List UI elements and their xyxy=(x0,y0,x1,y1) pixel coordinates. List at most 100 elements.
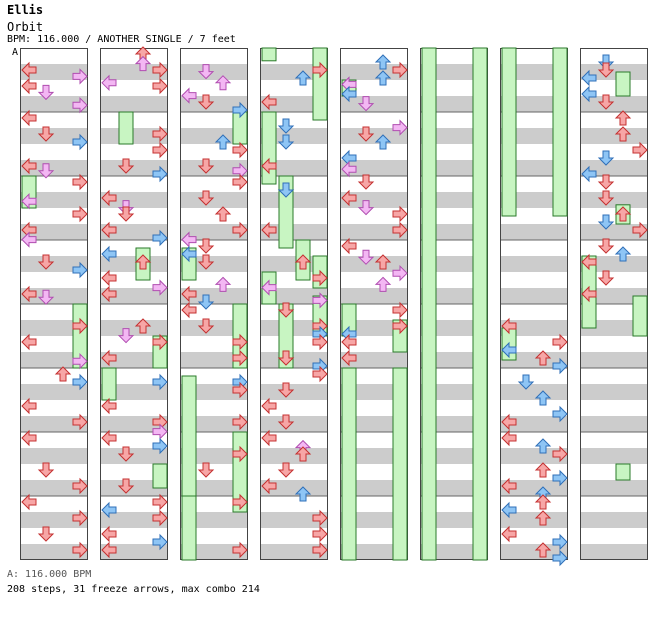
step-arrow xyxy=(197,254,215,270)
step-arrow xyxy=(232,381,248,399)
step-arrow xyxy=(21,333,37,351)
step-arrow xyxy=(197,94,215,110)
beat-stripe xyxy=(420,288,488,304)
step-arrow xyxy=(101,245,117,263)
freeze-arrow xyxy=(615,463,631,481)
step-arrow xyxy=(261,477,277,495)
beat-stripe xyxy=(420,480,488,496)
step-arrow xyxy=(72,133,88,151)
step-arrow xyxy=(37,84,55,101)
step-arrow xyxy=(214,276,232,292)
step-arrow xyxy=(277,350,295,366)
beat-stripe xyxy=(180,320,248,336)
step-arrow xyxy=(21,61,37,79)
step-arrow xyxy=(374,276,392,292)
beat-stripe xyxy=(340,448,408,464)
step-arrow xyxy=(312,541,328,559)
step-summary: 208 steps, 31 freeze arrows, max combo 2… xyxy=(7,584,260,595)
step-arrow xyxy=(581,69,597,87)
step-arrow xyxy=(21,285,37,303)
step-arrow xyxy=(101,221,117,239)
freeze-arrow xyxy=(472,47,488,561)
step-arrow xyxy=(312,509,328,527)
beat-stripe xyxy=(500,224,568,240)
step-arrow xyxy=(152,141,168,159)
step-arrow xyxy=(21,77,37,95)
step-arrow xyxy=(534,390,552,406)
step-arrow xyxy=(152,493,168,511)
step-arrow xyxy=(232,413,248,431)
step-arrow xyxy=(552,357,568,375)
step-arrow xyxy=(357,174,375,190)
step-arrow xyxy=(72,541,88,559)
beat-stripe xyxy=(420,192,488,208)
beat-stripe xyxy=(100,352,168,368)
beat-stripe xyxy=(580,224,648,240)
beat-stripe xyxy=(500,352,568,368)
step-arrow xyxy=(181,245,197,263)
step-arrow xyxy=(232,101,248,119)
beat-stripe xyxy=(580,448,648,464)
step-arrow xyxy=(37,462,55,478)
step-arrow xyxy=(152,77,168,95)
beat-stripe xyxy=(340,480,408,496)
step-arrow xyxy=(534,438,552,454)
beat-stripe xyxy=(180,128,248,144)
beat-stripe xyxy=(580,544,648,560)
step-arrow xyxy=(392,301,408,319)
beat-stripe xyxy=(260,448,328,464)
step-arrow xyxy=(101,397,117,415)
step-arrow xyxy=(501,429,517,447)
step-arrow xyxy=(72,96,88,114)
step-arrow xyxy=(374,134,392,150)
beat-stripe xyxy=(420,96,488,112)
step-arrow xyxy=(232,221,248,239)
step-arrow xyxy=(214,206,232,222)
step-arrow xyxy=(392,205,408,223)
beat-stripe xyxy=(420,128,488,144)
beat-stripe xyxy=(20,448,88,464)
step-arrow xyxy=(632,221,648,239)
step-arrow xyxy=(72,173,88,191)
chart-column-1 xyxy=(20,48,88,560)
step-arrow xyxy=(294,70,312,86)
step-arrow xyxy=(232,493,248,511)
step-arrow xyxy=(37,126,55,142)
step-arrow xyxy=(72,68,88,85)
beat-stripe xyxy=(340,416,408,432)
beat-stripe xyxy=(340,512,408,528)
column-border xyxy=(100,48,168,560)
freeze-arrow xyxy=(552,47,568,217)
beat-stripe xyxy=(100,128,168,144)
step-arrow xyxy=(341,85,357,103)
beat-stripe xyxy=(500,160,568,176)
step-arrow xyxy=(357,126,375,142)
beat-stripe xyxy=(100,384,168,400)
step-arrow xyxy=(101,525,117,543)
beat-stripe xyxy=(340,160,408,176)
step-arrow xyxy=(552,445,568,463)
step-arrow xyxy=(101,285,117,303)
step-arrow xyxy=(197,318,215,334)
beat-stripe xyxy=(500,128,568,144)
step-arrow xyxy=(197,238,215,254)
beat-stripe xyxy=(580,320,648,336)
step-arrow xyxy=(72,205,88,223)
beat-stripe xyxy=(420,320,488,336)
beat-stripe xyxy=(580,128,648,144)
beat-stripe xyxy=(100,416,168,432)
step-arrow xyxy=(392,317,408,335)
step-arrow xyxy=(152,423,168,440)
step-arrow xyxy=(581,253,597,271)
beat-stripe xyxy=(500,288,568,304)
beat-stripe xyxy=(420,512,488,528)
step-arrow xyxy=(552,549,568,567)
beat-stripe xyxy=(580,480,648,496)
step-arrow xyxy=(72,509,88,527)
chart-column-5 xyxy=(340,48,408,561)
step-arrow xyxy=(357,200,375,216)
beat-stripe xyxy=(260,544,328,560)
beat-stripe xyxy=(20,224,88,240)
freeze-arrow xyxy=(421,47,437,561)
column-border xyxy=(340,48,408,560)
